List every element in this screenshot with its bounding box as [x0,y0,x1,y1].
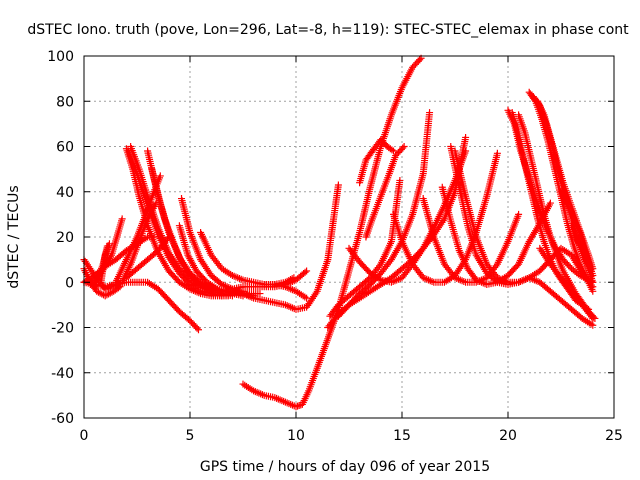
data-point [587,313,595,321]
data-point [396,176,404,184]
data-point [156,172,164,180]
y-tick-label: 0 [65,275,74,291]
data-point [589,314,597,322]
data-series-group [345,147,470,286]
data-point [303,267,311,275]
data-point [426,109,434,117]
data-point [118,215,126,223]
y-tick-label: 40 [56,185,74,201]
data-point [492,262,500,270]
data-point [589,321,597,329]
data-series-group [334,109,434,320]
data-point [301,268,309,276]
x-tick-label: 5 [186,428,195,444]
data-point [303,294,311,302]
data-point [105,240,113,248]
data-point [194,326,202,334]
data-series-group [175,222,264,298]
x-tick-label: 15 [393,428,411,444]
y-axis-label: dSTEC / TECUs [6,185,22,288]
y-tick-label: -20 [51,321,74,337]
data-series-group [390,149,501,286]
data-point [546,199,554,207]
data-series-group [122,233,173,282]
axis-ticks: 0 5 10 15 20 25 -60 -40 -20 0 20 40 60 80 100 [47,49,623,444]
data-series-group [568,222,597,286]
data-series-group [508,109,593,313]
x-tick-label: 0 [80,428,89,444]
x-tick-label: 25 [605,428,623,444]
data-series-group [112,172,164,286]
y-tick-label: -40 [51,366,74,382]
data-point [375,262,383,270]
data-point [193,324,201,332]
data-point [462,147,470,155]
data-point [152,199,160,207]
y-tick-label: 100 [47,49,74,65]
data-series-group [438,183,554,289]
data-point [165,233,173,241]
data-series-group [362,143,408,241]
x-tick-label: 20 [499,428,517,444]
y-tick-label: 60 [56,140,74,156]
chart-title: dSTEC Iono. truth (pove, Lon=296, Lat=-8… [27,22,629,38]
data-series-group [118,199,160,286]
data-point [399,144,407,152]
data-point [462,133,470,141]
data-point [400,143,408,150]
data-point [163,235,171,243]
y-tick-label: 80 [56,94,74,110]
data-point [515,210,523,218]
data-point [589,278,597,286]
data-series [80,54,599,411]
data-series-group [536,244,597,322]
data-series-group [451,147,597,329]
data-point [493,149,501,157]
data-series-group [228,181,342,313]
data-series-group [260,281,311,302]
data-point [388,146,396,154]
data-point [416,56,424,64]
x-tick-label: 10 [287,428,305,444]
y-tick-label: -60 [51,411,74,427]
data-series-group [239,54,425,411]
x-axis-label: GPS time / hours of day 096 of year 2015 [200,459,490,475]
data-point [390,147,398,155]
data-point [256,290,264,298]
data-series-group [97,240,113,286]
data-point [386,257,394,265]
data-point [589,287,597,295]
y-tick-label: 20 [56,230,74,246]
data-point [334,181,342,189]
data-series-group [356,136,398,187]
